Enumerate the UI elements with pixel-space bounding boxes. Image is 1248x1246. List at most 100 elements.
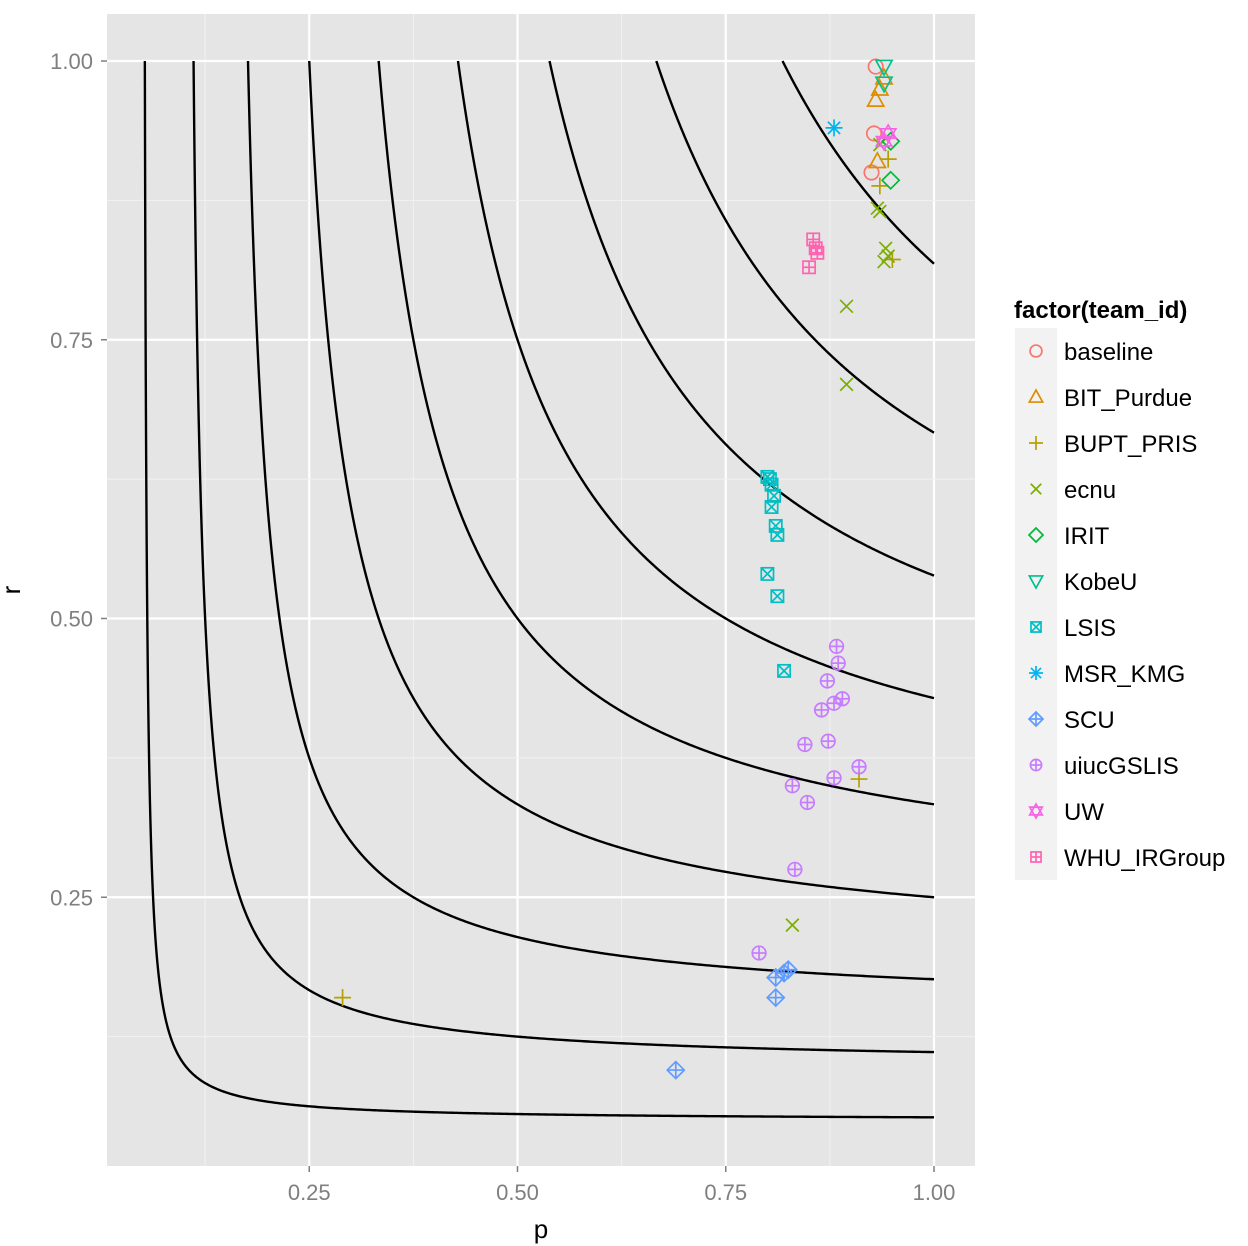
data-point-uiucgslis xyxy=(826,770,842,786)
data-point-ecnu xyxy=(872,204,887,219)
data-point-lsis xyxy=(770,527,785,542)
data-point-uw xyxy=(879,123,898,144)
data-point-uiucgslis xyxy=(784,778,801,794)
data-point-uiucgslis xyxy=(834,691,851,707)
legend-key-bupt-pris xyxy=(1029,436,1043,450)
legend-label-whu-irgroup: WHU_IRGroup xyxy=(1064,845,1225,872)
y-tick-label: 1.00 xyxy=(50,49,93,74)
data-point-lsis xyxy=(760,566,775,581)
legend-label-bupt-pris: BUPT_PRIS xyxy=(1064,431,1197,458)
legend-key-bg xyxy=(1015,788,1057,834)
legend-key-ecnu xyxy=(1030,483,1042,495)
data-point-ecnu xyxy=(878,241,893,256)
data-point-baseline xyxy=(863,164,880,181)
x-tick-label: 1.00 xyxy=(913,1180,956,1205)
data-point-uw xyxy=(874,131,894,152)
legend-key-scu xyxy=(1027,710,1045,728)
legend-key-kobeu xyxy=(1027,575,1045,590)
data-point-baseline xyxy=(867,58,884,75)
legend-label-msr-kmg: MSR_KMG xyxy=(1064,661,1185,688)
legend-label-ecnu: ecnu xyxy=(1064,477,1116,504)
y-tick-label: 0.50 xyxy=(50,607,93,632)
data-point-bupt-pris xyxy=(334,989,352,1007)
data-point-bit-purdue xyxy=(867,151,887,169)
x-tick-label: 0.50 xyxy=(496,1180,539,1205)
x-tick-label: 0.25 xyxy=(288,1180,331,1205)
legend-key-bg xyxy=(1015,512,1057,558)
data-point-lsis xyxy=(777,663,792,678)
x-tick-label: 0.75 xyxy=(704,1180,747,1205)
data-point-uiucgslis xyxy=(787,861,803,878)
data-point-uiucgslis xyxy=(828,638,845,655)
data-point-uiucgslis xyxy=(830,655,846,671)
legend: factor(team_id) baseline BIT_Purdue BUPT_P… xyxy=(1014,297,1225,880)
data-point-whu-irgroup xyxy=(802,260,817,275)
data-point-uiucgslis xyxy=(813,702,830,718)
iso-f-curve xyxy=(377,60,935,806)
data-point-bupt-pris xyxy=(871,177,889,195)
legend-label-scu: SCU xyxy=(1064,707,1115,734)
grid xyxy=(107,14,975,1166)
iso-f-curves xyxy=(143,60,935,1119)
data-point-uiucgslis xyxy=(751,945,767,961)
data-point-uiucgslis xyxy=(797,736,813,753)
y-tick-label: 0.75 xyxy=(50,328,93,353)
legend-key-uw xyxy=(1028,802,1044,820)
data-point-ecnu xyxy=(839,377,854,392)
y-axis-title: r xyxy=(0,585,26,594)
legend-label-uw: UW xyxy=(1064,799,1104,826)
data-point-baseline xyxy=(865,125,883,142)
legend-key-uiucgslis xyxy=(1029,758,1043,772)
legend-label-baseline: baseline xyxy=(1064,339,1153,366)
iso-f-curve xyxy=(781,60,935,265)
legend-key-bg xyxy=(1015,558,1057,604)
legend-label-irit: IRIT xyxy=(1064,523,1110,550)
data-point-irit xyxy=(880,170,901,191)
iso-f-curve xyxy=(192,60,935,1054)
data-point-scu xyxy=(666,1060,686,1080)
data-point-lsis xyxy=(764,477,779,492)
data-point-kobeu xyxy=(874,76,894,94)
data-point-lsis xyxy=(770,589,785,604)
data-point-msr-kmg xyxy=(825,119,843,137)
legend-key-irit xyxy=(1027,526,1045,544)
data-point-lsis xyxy=(764,500,779,514)
legend-label-kobeu: KobeU xyxy=(1064,569,1137,596)
data-point-scu xyxy=(766,987,786,1008)
data-points xyxy=(334,58,901,1080)
data-point-bit-purdue xyxy=(866,89,886,107)
data-point-ecnu xyxy=(877,254,891,269)
legend-label-bit-purdue: BIT_Purdue xyxy=(1064,385,1192,412)
data-point-kobeu xyxy=(874,59,894,77)
legend-key-whu-irgroup xyxy=(1030,851,1042,863)
iso-f-curve xyxy=(308,60,935,899)
iso-f-curve xyxy=(246,60,935,981)
legend-key-bg xyxy=(1015,328,1057,374)
data-point-lsis xyxy=(767,488,782,503)
data-point-uiucgslis xyxy=(826,695,842,711)
data-point-scu xyxy=(766,967,786,988)
x-axis-title: p xyxy=(534,1214,548,1244)
data-point-ecnu xyxy=(785,918,800,933)
data-point-whu-irgroup xyxy=(806,232,821,247)
data-point-ecnu xyxy=(839,299,854,314)
data-point-uiucgslis xyxy=(819,673,836,689)
legend-key-bit-purdue xyxy=(1027,388,1045,403)
legend-key-bg xyxy=(1015,374,1057,420)
legend-label-uiucgslis: uiucGSLIS xyxy=(1064,753,1179,780)
iso-f-curve xyxy=(655,60,935,434)
data-point-bupt-pris xyxy=(879,150,897,168)
data-point-uiucgslis xyxy=(851,759,867,775)
x-axis: 0.25 0.50 0.75 1.00 xyxy=(288,1166,956,1205)
legend-label-lsis: LSIS xyxy=(1064,615,1116,642)
y-axis: 0.25 0.50 0.75 1.00 xyxy=(50,49,107,910)
data-point-bit-purdue xyxy=(870,78,890,96)
data-point-whu-irgroup xyxy=(810,245,825,260)
data-point-uiucgslis xyxy=(820,733,836,749)
iso-f-curve xyxy=(143,60,935,1119)
legend-key-lsis xyxy=(1030,621,1042,633)
y-tick-label: 0.25 xyxy=(50,885,93,910)
plot-panel xyxy=(107,14,975,1166)
iso-f-curve xyxy=(456,60,935,700)
